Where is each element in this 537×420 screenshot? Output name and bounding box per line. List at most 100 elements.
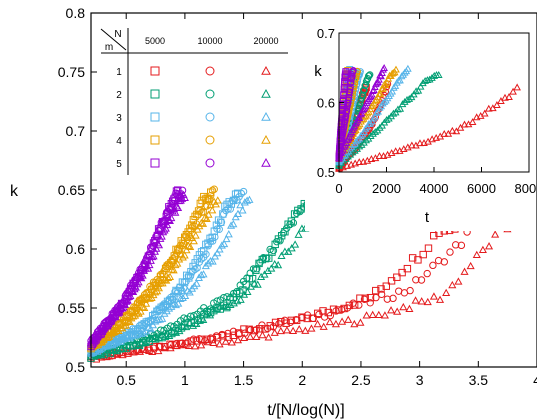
inset-plot-data bbox=[335, 64, 521, 172]
inset-point-m3-n20000 bbox=[396, 76, 404, 84]
main-point-m3-n5000 bbox=[180, 278, 189, 287]
main-point-m1-n10000 bbox=[167, 341, 175, 349]
main-point-m3-n20000 bbox=[227, 221, 236, 229]
inset-y-axis-label: k bbox=[314, 63, 322, 80]
legend-background bbox=[94, 25, 290, 177]
main-point-m2-n10000 bbox=[253, 265, 261, 273]
main-x-tick-label: 4 bbox=[533, 372, 537, 388]
main-point-m1-n20000 bbox=[166, 343, 175, 352]
main-point-m4-n10000 bbox=[174, 246, 183, 255]
inset-point-m1-n20000 bbox=[509, 87, 517, 95]
main-point-m3-n20000 bbox=[233, 209, 243, 217]
legend-marker-m4-n10000 bbox=[205, 135, 215, 145]
main-point-m4-n20000 bbox=[134, 309, 143, 317]
main-point-m2-n20000 bbox=[206, 311, 215, 319]
inset-point-m2-n20000 bbox=[396, 104, 405, 112]
inset-point-m2-n10000 bbox=[361, 82, 369, 90]
inset-point-m2-n20000 bbox=[394, 105, 402, 113]
main-point-m1-n5000 bbox=[271, 318, 280, 327]
main-point-m3-n20000 bbox=[217, 241, 226, 249]
main-point-m4-n10000 bbox=[205, 195, 213, 203]
main-point-m1-n10000 bbox=[309, 314, 317, 323]
main-point-m2-n20000 bbox=[267, 264, 276, 272]
main-point-m1-n20000 bbox=[466, 261, 475, 270]
main-point-m3-n20000 bbox=[178, 293, 187, 302]
main-point-m1-n5000 bbox=[408, 254, 417, 262]
legend-marker-m1-n10000 bbox=[205, 66, 215, 76]
main-point-m4-n20000 bbox=[199, 219, 208, 227]
main-point-m3-n20000 bbox=[220, 239, 229, 248]
main-point-m1-n10000 bbox=[189, 335, 198, 343]
main-point-m5-n20000 bbox=[146, 256, 155, 264]
main-point-m3-n20000 bbox=[148, 320, 158, 329]
legend-marker-m5-n5000 bbox=[150, 158, 160, 168]
main-point-m1-n20000 bbox=[387, 306, 396, 314]
inset-point-m2-n10000 bbox=[366, 71, 374, 79]
main-point-m1-n5000 bbox=[393, 273, 401, 281]
main-point-m1-n20000 bbox=[399, 302, 408, 311]
legend-corner-n: N bbox=[114, 29, 121, 40]
main-point-m1-n10000 bbox=[235, 330, 243, 338]
main-point-m1-n20000 bbox=[276, 326, 285, 335]
main-point-m1-n20000 bbox=[233, 336, 243, 344]
inset-point-m5-n20000 bbox=[355, 113, 364, 121]
main-point-m1-n20000 bbox=[350, 319, 359, 328]
main-point-m1-n20000 bbox=[154, 346, 163, 355]
inset-point-m1-n20000 bbox=[448, 126, 457, 134]
main-point-m2-n20000 bbox=[284, 247, 293, 255]
main-point-m4-n20000 bbox=[142, 299, 151, 307]
main-point-m2-n20000 bbox=[185, 318, 194, 326]
main-point-m3-n20000 bbox=[229, 219, 238, 228]
main-point-m5-n20000 bbox=[171, 208, 180, 216]
main-point-m1-n20000 bbox=[313, 319, 322, 328]
main-point-m4-n20000 bbox=[202, 214, 211, 222]
main-point-m2-n20000 bbox=[110, 346, 119, 354]
main-point-m1-n5000 bbox=[187, 337, 195, 345]
main-point-m2-n10000 bbox=[263, 254, 271, 262]
main-point-m4-n10000 bbox=[165, 261, 174, 269]
main-point-m1-n20000 bbox=[172, 341, 181, 350]
main-point-m3-n10000 bbox=[208, 237, 217, 245]
main-point-m2-n20000 bbox=[294, 230, 303, 238]
inset-point-m3-n20000 bbox=[375, 103, 384, 111]
inset-point-m1-n20000 bbox=[408, 141, 416, 149]
inset-point-m3-n20000 bbox=[349, 140, 357, 148]
main-point-m1-n5000 bbox=[430, 232, 438, 240]
inset-point-m5-n10000 bbox=[346, 88, 354, 96]
main-point-m4-n20000 bbox=[103, 333, 112, 342]
main-x-tick-label: 3 bbox=[416, 372, 424, 388]
main-point-m4-n20000 bbox=[121, 321, 130, 329]
main-point-m1-n20000 bbox=[423, 297, 432, 306]
main-point-m4-n20000 bbox=[204, 210, 213, 218]
main-point-m5-n10000 bbox=[160, 216, 168, 225]
main-point-m2-n20000 bbox=[148, 334, 157, 342]
inset-point-m5-n20000 bbox=[380, 64, 388, 71]
main-point-m1-n10000 bbox=[275, 320, 283, 328]
main-point-m2-n20000 bbox=[291, 240, 300, 248]
main-point-m2-n20000 bbox=[274, 260, 283, 269]
main-point-m1-n10000 bbox=[383, 295, 392, 303]
main-point-m1-n10000 bbox=[451, 241, 460, 249]
main-point-m5-n20000 bbox=[145, 260, 154, 269]
legend-marker-m4-n5000 bbox=[150, 135, 160, 145]
main-point-m2-n20000 bbox=[253, 280, 262, 288]
inset-point-m5-n10000 bbox=[349, 66, 357, 74]
main-point-m5-n20000 bbox=[167, 213, 176, 222]
main-point-m4-n20000 bbox=[175, 255, 184, 263]
main-point-m4-n20000 bbox=[193, 225, 202, 233]
legend-marker-m3-n10000 bbox=[205, 112, 215, 122]
main-point-m3-n20000 bbox=[132, 330, 141, 338]
inset-point-m1-n20000 bbox=[375, 152, 384, 159]
inset-point-m2-n20000 bbox=[389, 109, 398, 117]
main-point-m3-n10000 bbox=[129, 325, 137, 333]
main-point-m5-n20000 bbox=[118, 304, 127, 312]
main-point-m1-n10000 bbox=[406, 286, 414, 295]
inset-point-m4-n20000 bbox=[383, 78, 391, 86]
main-point-m4-n20000 bbox=[140, 303, 149, 311]
inset-point-m1-n20000 bbox=[493, 101, 501, 108]
inset-point-m5-n20000 bbox=[354, 114, 363, 122]
main-point-m3-n10000 bbox=[228, 196, 237, 205]
inset-point-m3-n20000 bbox=[371, 112, 379, 120]
inset-point-m4-n20000 bbox=[376, 89, 385, 97]
legend-column-n-20000: 20000 bbox=[253, 36, 278, 46]
